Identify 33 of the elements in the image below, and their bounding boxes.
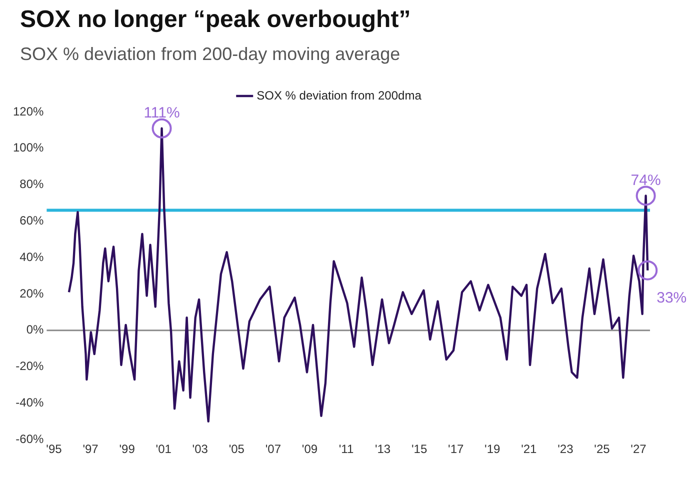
x-tick-label: '09 [302, 442, 318, 456]
x-tick-label: '27 [630, 442, 647, 456]
x-tick-label: '97 [82, 442, 99, 456]
annotation: 111% [144, 104, 180, 122]
y-tick-label: -60% [16, 432, 44, 446]
y-tick-label: 100% [12, 140, 44, 155]
x-tick-label: '21 [521, 442, 538, 456]
x-tick-label: '25 [594, 442, 610, 456]
y-tick-label: 60% [20, 214, 44, 228]
y-tick-label: -40% [16, 396, 44, 410]
x-tick-label: '13 [374, 442, 391, 456]
y-tick-label: 120% [12, 104, 44, 118]
y-tick-label: 80% [20, 177, 44, 192]
x-tick-label: '05 [228, 442, 245, 456]
x-tick-label: '17 [448, 442, 464, 456]
x-tick-label: '15 [411, 442, 428, 456]
x-tick-label: '19 [484, 442, 501, 456]
y-tick-label: 40% [20, 250, 44, 264]
chart-title: SOX no longer “peak overbought” [20, 6, 411, 34]
y-tick-label: 0% [26, 322, 44, 337]
x-tick-label: '99 [119, 442, 136, 456]
x-tick-label: '07 [265, 442, 282, 456]
x-tick-label: '03 [192, 442, 208, 456]
x-tick-label: '23 [558, 442, 574, 456]
y-tick-label: -20% [16, 359, 44, 374]
chart-subtitle: SOX % deviation from 200-day moving average [20, 44, 400, 65]
x-tick-label: '11 [338, 442, 354, 456]
x-tick-label: '01 [156, 442, 172, 456]
legend-label: SOX % deviation from 200dma [256, 88, 422, 102]
annotation: 33% [656, 289, 687, 306]
annotation: 74% [630, 172, 661, 189]
x-tick-label: '95 [46, 442, 62, 456]
y-tick-label: 20% [20, 286, 44, 300]
